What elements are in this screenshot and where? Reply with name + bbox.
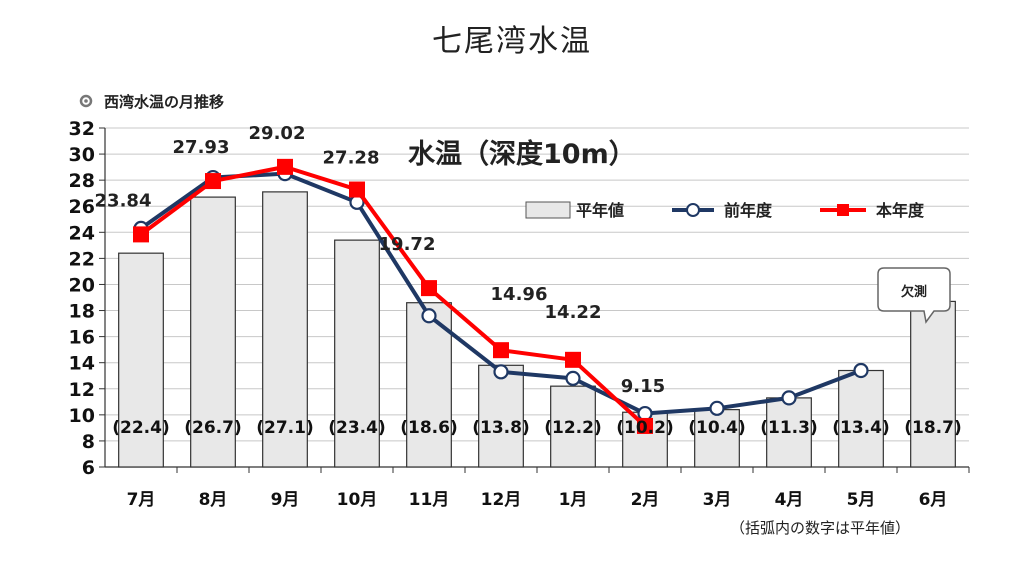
current-year-point [277, 158, 293, 175]
legend: 平年値 前年度 本年度 [525, 201, 925, 220]
normal-value-label: (26.7) [184, 418, 241, 438]
y-tick-label: 32 [69, 118, 95, 140]
bar-normal [118, 252, 164, 468]
y-tick-label: 24 [69, 222, 95, 244]
chart-labels: 6 8 10 12 14 16 18 20 22 24 26 28 30 32 23.84 27.93 29.0… [69, 118, 962, 510]
x-tick-label: 10月 [337, 490, 378, 510]
x-tick-label: 1月 [559, 490, 588, 510]
legend-bar-swatch [525, 201, 571, 219]
prev-year-point [493, 364, 509, 380]
y-tick-label: 10 [69, 405, 95, 427]
data-label-current: 29.02 [249, 123, 306, 144]
x-tick-label: 8月 [199, 490, 228, 510]
y-tick-label: 8 [82, 431, 95, 453]
current-year-point [349, 181, 365, 198]
legend-marker-current [837, 204, 849, 216]
y-tick-label: 14 [69, 353, 95, 375]
bar-normal [190, 196, 236, 468]
normal-value-label: (22.4) [112, 418, 169, 438]
x-tick-label: 6月 [919, 490, 948, 510]
bar-normal [478, 364, 524, 468]
x-tick-label: 7月 [127, 490, 156, 510]
data-label-current: 23.84 [95, 190, 152, 211]
normal-value-label: (11.3) [760, 418, 817, 438]
y-tick-label: 18 [69, 301, 95, 323]
current-year-point [637, 417, 653, 434]
current-year-point [493, 342, 509, 359]
data-label-current: 27.28 [323, 148, 380, 169]
bullet-dot [84, 99, 88, 103]
prev-year-point [709, 400, 725, 416]
prev-year-point [565, 370, 581, 386]
prev-year-point [853, 362, 869, 379]
x-tick-label: 4月 [775, 490, 804, 510]
page-title: 七尾湾水温 [432, 24, 592, 59]
normal-value-label: (18.6) [400, 418, 457, 438]
data-label-current: 19.72 [379, 234, 436, 255]
x-tick-label: 3月 [703, 490, 732, 510]
prev-year-point [421, 308, 437, 324]
normal-value-label: (18.7) [904, 418, 961, 438]
bar-normal [838, 369, 884, 468]
legend-marker-prev [686, 203, 700, 217]
legend-label-normal: 平年値 [576, 201, 624, 220]
normal-value-label: (10.2) [616, 418, 673, 438]
x-tick-label: 5月 [847, 490, 876, 510]
callout-bubble [877, 267, 951, 324]
data-label-current: 14.96 [491, 284, 548, 305]
normal-value-label: (13.8) [472, 418, 529, 438]
legend-label-current: 本年度 [876, 201, 925, 220]
normal-value-label: (27.1) [256, 418, 313, 438]
y-tick-label: 28 [69, 170, 95, 192]
x-tick-label: 2月 [631, 490, 660, 510]
normal-value-label: (13.4) [832, 418, 889, 438]
legend-label-prev: 前年度 [724, 201, 773, 220]
x-tick-label: 12月 [481, 490, 522, 510]
current-year-point [421, 280, 437, 297]
x-tick-label: 11月 [409, 490, 450, 510]
y-tick-label: 20 [69, 274, 95, 296]
normal-value-label: (10.4) [688, 418, 745, 438]
prev-year-point [781, 390, 797, 406]
bar-normal [406, 302, 452, 468]
y-tick-label: 16 [69, 327, 95, 349]
y-tick-label: 6 [82, 457, 95, 479]
grid [99, 127, 970, 473]
y-tick-label: 22 [69, 248, 95, 270]
bar-series [118, 191, 956, 468]
y-tick-label: 12 [69, 379, 95, 401]
missing-callout: 欠測 [877, 267, 951, 324]
bar-normal [334, 239, 380, 468]
chart-title: 水温（深度10m） [408, 138, 636, 170]
x-tick-label: 9月 [271, 490, 300, 510]
data-label-current: 9.15 [621, 376, 665, 397]
current-year-point [205, 173, 221, 190]
current-year-point [565, 351, 581, 368]
current-year-line [139, 164, 647, 428]
bar-normal [910, 300, 956, 468]
y-tick-label: 26 [69, 196, 95, 218]
bar-normal [262, 191, 308, 468]
current-year-point [133, 226, 149, 243]
normal-value-label: (12.2) [544, 418, 601, 438]
callout-text: 欠測 [901, 284, 927, 300]
data-label-current: 14.22 [545, 302, 602, 323]
footnote: （括弧内の数字は平年値） [730, 519, 910, 537]
data-label-current: 27.93 [173, 137, 230, 158]
bar-normal [550, 385, 596, 468]
normal-value-label: (23.4) [328, 418, 385, 438]
y-tick-label: 30 [69, 144, 95, 166]
series-title: 西湾水温の月推移 [104, 93, 224, 111]
line-series [133, 158, 869, 434]
